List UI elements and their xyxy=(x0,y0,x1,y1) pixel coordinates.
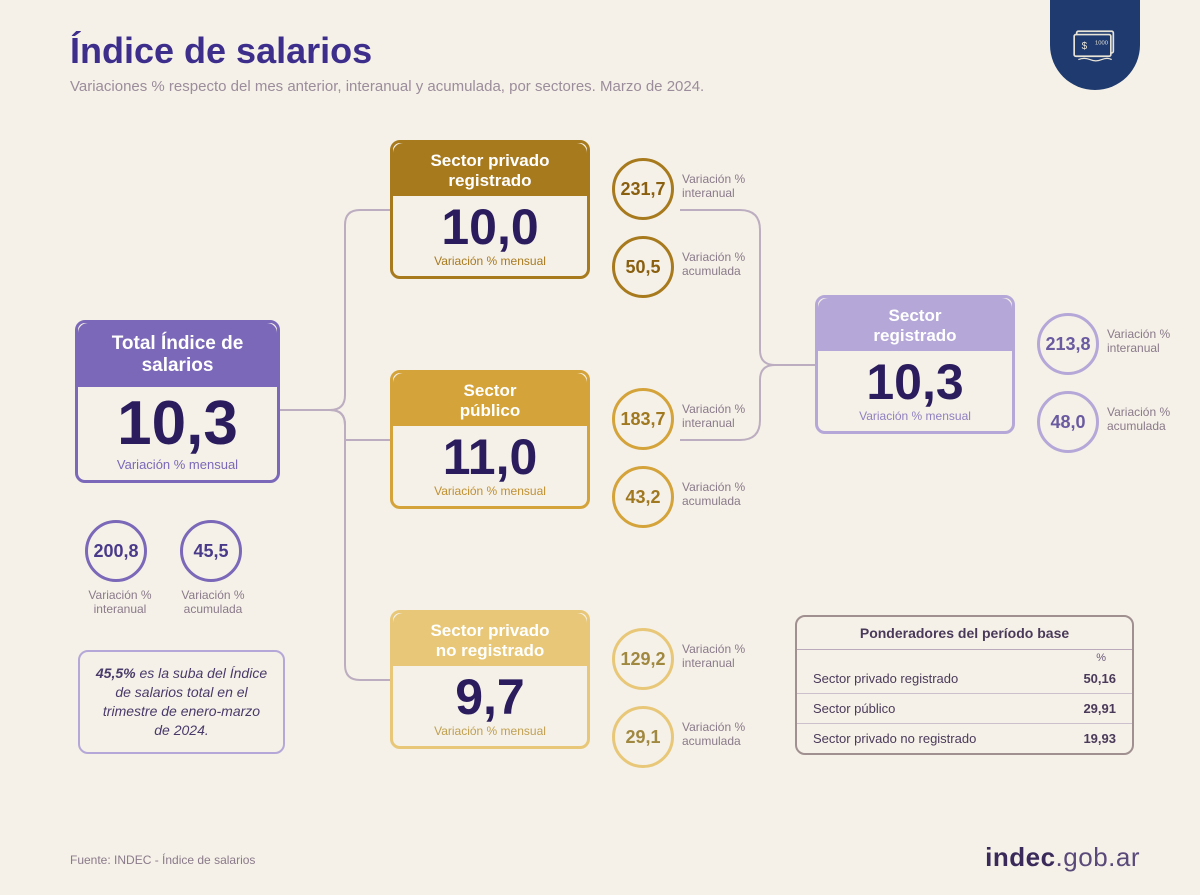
card-priv-reg-foot: Variación % mensual xyxy=(393,252,587,276)
priv-noreg-acumulada-label: Variación % acumulada xyxy=(682,720,745,749)
card-priv-noreg-value: 9,7 xyxy=(393,666,587,722)
lbl: Variación % xyxy=(682,250,745,264)
note-box: 45,5% es la suba del Índice de salarios … xyxy=(78,650,285,754)
table-row: Sector privado registrado 50,16 xyxy=(797,664,1132,694)
brand-light: .gob.ar xyxy=(1056,842,1140,872)
card-total-title: Total Índice de salarios xyxy=(78,323,277,387)
publico-interanual-label: Variación % interanual xyxy=(682,402,745,431)
table-row: Sector público 29,91 xyxy=(797,694,1132,724)
card-priv-reg-value: 10,0 xyxy=(393,196,587,252)
card-total-value: 10,3 xyxy=(78,387,277,455)
lbl: Variación % xyxy=(1107,327,1170,341)
t2: registrado xyxy=(873,326,956,345)
lbl: Variación % xyxy=(682,720,745,734)
publico-acumulada-circle: 43,2 xyxy=(612,466,674,528)
card-publico: Sector público 11,0 Variación % mensual xyxy=(390,370,590,509)
table-pct-header: % xyxy=(797,650,1132,664)
row-value: 29,91 xyxy=(1083,701,1116,716)
lbl: acumulada xyxy=(682,494,741,508)
lbl: Variación % xyxy=(1107,405,1170,419)
card-registrado-value: 10,3 xyxy=(818,351,1012,407)
t1: Sector privado xyxy=(430,151,549,170)
brand-logo: indec.gob.ar xyxy=(985,842,1140,873)
lbl: interanual xyxy=(682,416,735,430)
registrado-interanual-circle: 213,8 xyxy=(1037,313,1099,375)
publico-acumulada-label: Variación % acumulada xyxy=(682,480,745,509)
t1: Sector xyxy=(464,381,517,400)
card-priv-reg: Sector privado registrado 10,0 Variación… xyxy=(390,140,590,279)
lbl: acumulada xyxy=(682,264,741,278)
lbl: Variación % xyxy=(181,588,244,602)
source-text: Fuente: INDEC - Índice de salarios xyxy=(70,853,255,867)
t1: Sector xyxy=(889,306,942,325)
priv-reg-acumulada-label: Variación % acumulada xyxy=(682,250,745,279)
table-title: Ponderadores del período base xyxy=(797,617,1132,650)
page-title: Índice de salarios xyxy=(70,30,372,72)
lbl: Variación % xyxy=(682,480,745,494)
t2: público xyxy=(460,401,520,420)
registrado-acumulada-circle: 48,0 xyxy=(1037,391,1099,453)
lbl: interanual xyxy=(1107,341,1160,355)
lbl: interanual xyxy=(94,602,147,616)
priv-noreg-interanual-label: Variación % interanual xyxy=(682,642,745,671)
card-registrado-foot: Variación % mensual xyxy=(818,407,1012,431)
note-bold: 45,5% xyxy=(96,665,136,681)
total-acumulada-circle: 45,5 xyxy=(180,520,242,582)
lbl: Variación % xyxy=(682,642,745,656)
lbl: interanual xyxy=(682,656,735,670)
row-label: Sector privado no registrado xyxy=(813,731,976,746)
lbl: Variación % xyxy=(88,588,151,602)
lbl: acumulada xyxy=(1107,419,1166,433)
card-publico-value: 11,0 xyxy=(393,426,587,482)
page-subtitle: Variaciones % respecto del mes anterior,… xyxy=(70,78,704,95)
priv-reg-interanual-circle: 231,7 xyxy=(612,158,674,220)
card-priv-noreg-title: Sector privado no registrado xyxy=(393,613,587,666)
priv-noreg-interanual-circle: 129,2 xyxy=(612,628,674,690)
row-value: 50,16 xyxy=(1083,671,1116,686)
lbl: Variación % xyxy=(682,402,745,416)
lbl: Variación % xyxy=(682,172,745,186)
registrado-interanual-label: Variación % interanual xyxy=(1107,327,1170,356)
row-value: 19,93 xyxy=(1083,731,1116,746)
ponderadores-table: Ponderadores del período base % Sector p… xyxy=(795,615,1134,755)
card-priv-noreg: Sector privado no registrado 9,7 Variaci… xyxy=(390,610,590,749)
money-icon: $ 1000 xyxy=(1050,0,1140,90)
svg-text:1000: 1000 xyxy=(1095,41,1109,47)
row-label: Sector privado registrado xyxy=(813,671,958,686)
row-label: Sector público xyxy=(813,701,895,716)
card-priv-reg-title: Sector privado registrado xyxy=(393,143,587,196)
lbl: acumulada xyxy=(682,734,741,748)
brand-bold: indec xyxy=(985,842,1055,872)
total-interanual-label: Variación % interanual xyxy=(85,588,155,617)
card-registrado: Sector registrado 10,3 Variación % mensu… xyxy=(815,295,1015,434)
t2: registrado xyxy=(448,171,531,190)
card-priv-noreg-foot: Variación % mensual xyxy=(393,722,587,746)
card-publico-foot: Variación % mensual xyxy=(393,482,587,506)
card-publico-title: Sector público xyxy=(393,373,587,426)
priv-reg-acumulada-circle: 50,5 xyxy=(612,236,674,298)
card-total: Total Índice de salarios 10,3 Variación … xyxy=(75,320,280,483)
total-interanual-circle: 200,8 xyxy=(85,520,147,582)
lbl: interanual xyxy=(682,186,735,200)
priv-noreg-acumulada-circle: 29,1 xyxy=(612,706,674,768)
publico-interanual-circle: 183,7 xyxy=(612,388,674,450)
priv-reg-interanual-label: Variación % interanual xyxy=(682,172,745,201)
card-registrado-title: Sector registrado xyxy=(818,298,1012,351)
card-total-foot: Variación % mensual xyxy=(78,455,277,480)
t2: no registrado xyxy=(436,641,545,660)
t1: Sector privado xyxy=(430,621,549,640)
registrado-acumulada-label: Variación % acumulada xyxy=(1107,405,1170,434)
total-acumulada-label: Variación % acumulada xyxy=(178,588,248,617)
table-row: Sector privado no registrado 19,93 xyxy=(797,724,1132,753)
lbl: acumulada xyxy=(184,602,243,616)
svg-text:$: $ xyxy=(1082,41,1088,52)
